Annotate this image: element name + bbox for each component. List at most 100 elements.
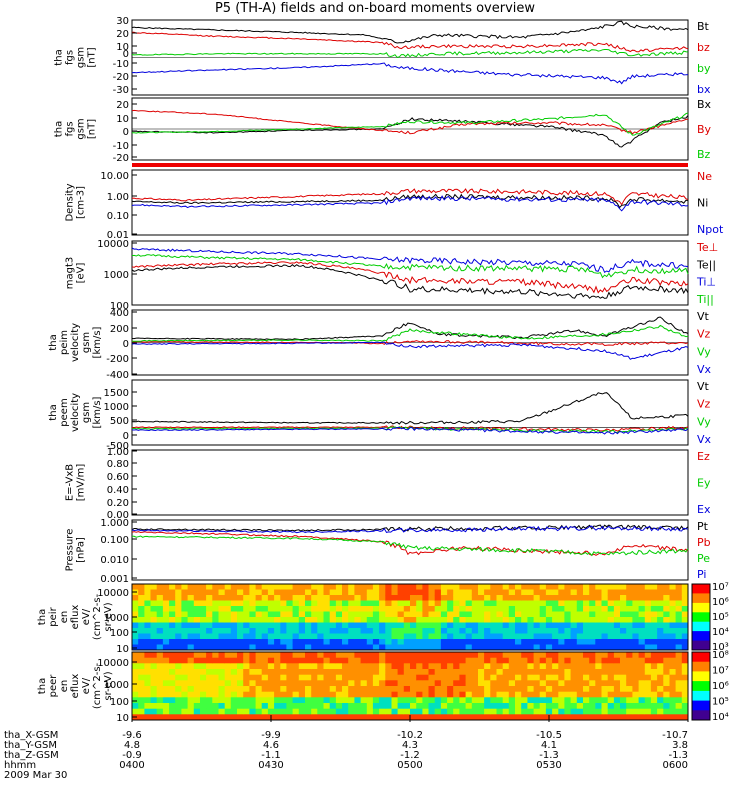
heatmap-cell xyxy=(465,611,473,618)
heatmap-cell xyxy=(552,680,559,687)
heatmap-cell xyxy=(212,703,219,710)
heatmap-cell xyxy=(280,652,287,659)
heatmap-cell xyxy=(156,611,164,618)
heatmap-cell xyxy=(527,617,534,623)
heatmap-cell xyxy=(644,669,652,676)
heatmap-cell xyxy=(360,674,368,681)
heatmap-cell xyxy=(428,595,436,601)
heatmap-cell xyxy=(552,584,559,590)
heatmap-cell xyxy=(644,663,652,670)
heatmap-cell xyxy=(471,686,479,693)
heatmap-cell xyxy=(403,639,411,645)
footer-value: -0.9 xyxy=(122,750,142,761)
heatmap-cell xyxy=(403,703,411,710)
heatmap-cell xyxy=(237,697,244,704)
heatmap-cell xyxy=(471,652,479,659)
heatmap-cell xyxy=(440,639,448,645)
heatmap-cell xyxy=(212,644,219,651)
heatmap-cell xyxy=(601,611,609,618)
heatmap-cell xyxy=(595,680,602,687)
heatmap-cell xyxy=(521,708,528,715)
heatmap-cell xyxy=(255,714,263,721)
heatmap-cell xyxy=(502,639,510,645)
heatmap-cell xyxy=(311,639,318,645)
heatmap-cell xyxy=(595,639,602,645)
heatmap-cell xyxy=(552,628,559,634)
heatmap-cell xyxy=(379,584,386,590)
heatmap-cell xyxy=(478,639,485,645)
heatmap-cell xyxy=(200,628,207,634)
heatmap-cell xyxy=(397,714,405,721)
heatmap-cell xyxy=(570,622,578,629)
heatmap-cell xyxy=(564,674,571,681)
heatmap-cell xyxy=(224,633,232,640)
heatmap-cell xyxy=(595,708,602,715)
heatmap-cell xyxy=(576,595,584,601)
heatmap-cell xyxy=(681,622,689,629)
heatmap-cell xyxy=(459,600,466,607)
heatmap-cell xyxy=(255,600,263,607)
heatmap-cell xyxy=(391,680,399,687)
heatmap-cell xyxy=(230,669,238,676)
heatmap-cell xyxy=(681,633,689,640)
heatmap-cell xyxy=(298,595,306,601)
heatmap-cell xyxy=(669,611,677,618)
heatmap-cell xyxy=(187,691,195,698)
heatmap-cell xyxy=(187,663,195,670)
heatmap-cell xyxy=(502,680,510,687)
heatmap-cell xyxy=(422,657,429,664)
heatmap-cell xyxy=(465,663,473,670)
y-axis-label-line: en xyxy=(59,611,70,624)
heatmap-cell xyxy=(484,708,491,715)
heatmap-cell xyxy=(212,595,219,601)
footer-value: 0530 xyxy=(536,760,561,771)
y-tick-label: 1000 xyxy=(104,613,129,624)
heatmap-cell xyxy=(440,686,448,693)
heatmap-cell xyxy=(410,611,417,618)
heatmap-cell xyxy=(311,606,318,612)
heatmap-cell xyxy=(156,584,164,590)
heatmap-cell xyxy=(478,663,485,670)
heatmap-cell xyxy=(422,669,429,676)
heatmap-cell xyxy=(156,639,164,645)
heatmap-cell xyxy=(570,628,578,634)
heatmap-cell xyxy=(447,639,454,645)
heatmap-cell xyxy=(632,686,639,693)
heatmap-cell xyxy=(335,628,343,634)
heatmap-cell xyxy=(638,697,646,704)
heatmap-cell xyxy=(200,708,207,715)
heatmap-cell xyxy=(410,633,417,640)
heatmap-cell xyxy=(298,714,306,721)
heatmap-cell xyxy=(428,680,436,687)
heatmap-cell xyxy=(224,611,232,618)
heatmap-cell xyxy=(132,663,139,670)
heatmap-cell xyxy=(675,584,683,590)
heatmap-cell xyxy=(539,611,547,618)
heatmap-cell xyxy=(385,703,392,710)
heatmap-cell xyxy=(650,674,658,681)
heatmap-cell xyxy=(237,657,244,664)
heatmap-cell xyxy=(434,708,442,715)
heatmap-cell xyxy=(329,628,337,634)
heatmap-cell xyxy=(385,589,392,596)
series-line-Vt xyxy=(131,392,689,425)
heatmap-cell xyxy=(360,657,368,664)
heatmap-cell xyxy=(620,600,627,607)
heatmap-cell xyxy=(539,657,547,664)
heatmap-cell xyxy=(298,674,306,681)
heatmap-cell xyxy=(206,663,213,670)
heatmap-cell xyxy=(681,589,689,596)
heatmap-cell xyxy=(156,600,164,607)
footer-row-label: tha_Y-GSM xyxy=(4,740,57,751)
heatmap-cell xyxy=(360,691,368,698)
heatmap-cell xyxy=(169,697,176,704)
heatmap-cell xyxy=(342,674,349,681)
heatmap-cell xyxy=(533,708,541,715)
heatmap-cell xyxy=(156,708,164,715)
heatmap-cell xyxy=(237,674,244,681)
heatmap-cell xyxy=(274,633,281,640)
heatmap-cell xyxy=(298,657,306,664)
heatmap-cell xyxy=(607,595,615,601)
heatmap-cell xyxy=(558,686,565,693)
heatmap-cell xyxy=(410,584,417,590)
